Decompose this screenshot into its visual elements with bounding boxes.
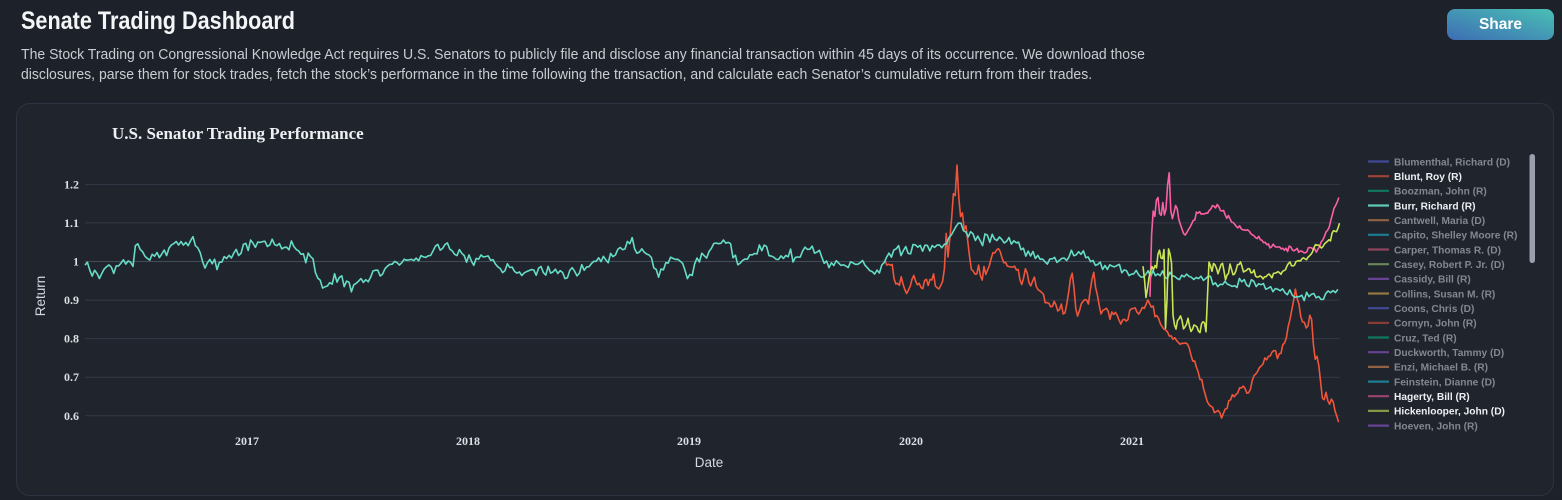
svg-text:Capito, Shelley Moore (R): Capito, Shelley Moore (R) — [1394, 231, 1517, 242]
svg-text:Hagerty, Bill (R): Hagerty, Bill (R) — [1394, 392, 1470, 403]
svg-text:Coons, Chris (D): Coons, Chris (D) — [1394, 304, 1474, 315]
svg-text:Hoeven, John (R): Hoeven, John (R) — [1394, 421, 1478, 432]
svg-text:Burr, Richard (R): Burr, Richard (R) — [1394, 201, 1476, 212]
svg-text:0.6: 0.6 — [64, 409, 79, 423]
svg-text:0.9: 0.9 — [64, 293, 79, 307]
svg-text:1.1: 1.1 — [64, 216, 79, 230]
svg-text:0.7: 0.7 — [64, 370, 79, 384]
svg-text:Boozman, John (R): Boozman, John (R) — [1394, 187, 1487, 198]
svg-text:Feinstein, Dianne (D): Feinstein, Dianne (D) — [1394, 377, 1495, 388]
svg-text:2019: 2019 — [677, 434, 701, 448]
svg-text:Collins, Susan M. (R): Collins, Susan M. (R) — [1394, 289, 1495, 300]
svg-text:2020: 2020 — [899, 434, 923, 448]
svg-text:U.S. Senator Trading Performan: U.S. Senator Trading Performance — [112, 124, 364, 143]
svg-text:Cantwell, Maria (D): Cantwell, Maria (D) — [1394, 216, 1485, 227]
svg-text:Date: Date — [695, 455, 724, 470]
svg-text:Carper, Thomas R. (D): Carper, Thomas R. (D) — [1394, 245, 1501, 256]
svg-text:Duckworth, Tammy (D): Duckworth, Tammy (D) — [1394, 348, 1504, 359]
svg-text:Return: Return — [33, 276, 48, 317]
svg-text:2018: 2018 — [456, 434, 480, 448]
svg-text:1.2: 1.2 — [64, 177, 79, 191]
svg-text:Blunt, Roy (R): Blunt, Roy (R) — [1394, 172, 1462, 183]
svg-text:Cornyn, John (R): Cornyn, John (R) — [1394, 319, 1477, 330]
svg-text:Cassidy, Bill (R): Cassidy, Bill (R) — [1394, 275, 1471, 286]
svg-text:Casey, Robert P. Jr. (D): Casey, Robert P. Jr. (D) — [1394, 260, 1505, 271]
svg-text:2017: 2017 — [235, 434, 259, 448]
svg-text:0.8: 0.8 — [64, 332, 79, 346]
svg-text:Enzi, Michael B. (R): Enzi, Michael B. (R) — [1394, 363, 1488, 374]
svg-text:1: 1 — [73, 255, 79, 269]
svg-text:Blumenthal, Richard (D): Blumenthal, Richard (D) — [1394, 157, 1510, 168]
svg-text:Cruz, Ted (R): Cruz, Ted (R) — [1394, 333, 1457, 344]
svg-text:Hickenlooper, John (D): Hickenlooper, John (D) — [1394, 407, 1505, 418]
svg-text:2021: 2021 — [1120, 434, 1144, 448]
